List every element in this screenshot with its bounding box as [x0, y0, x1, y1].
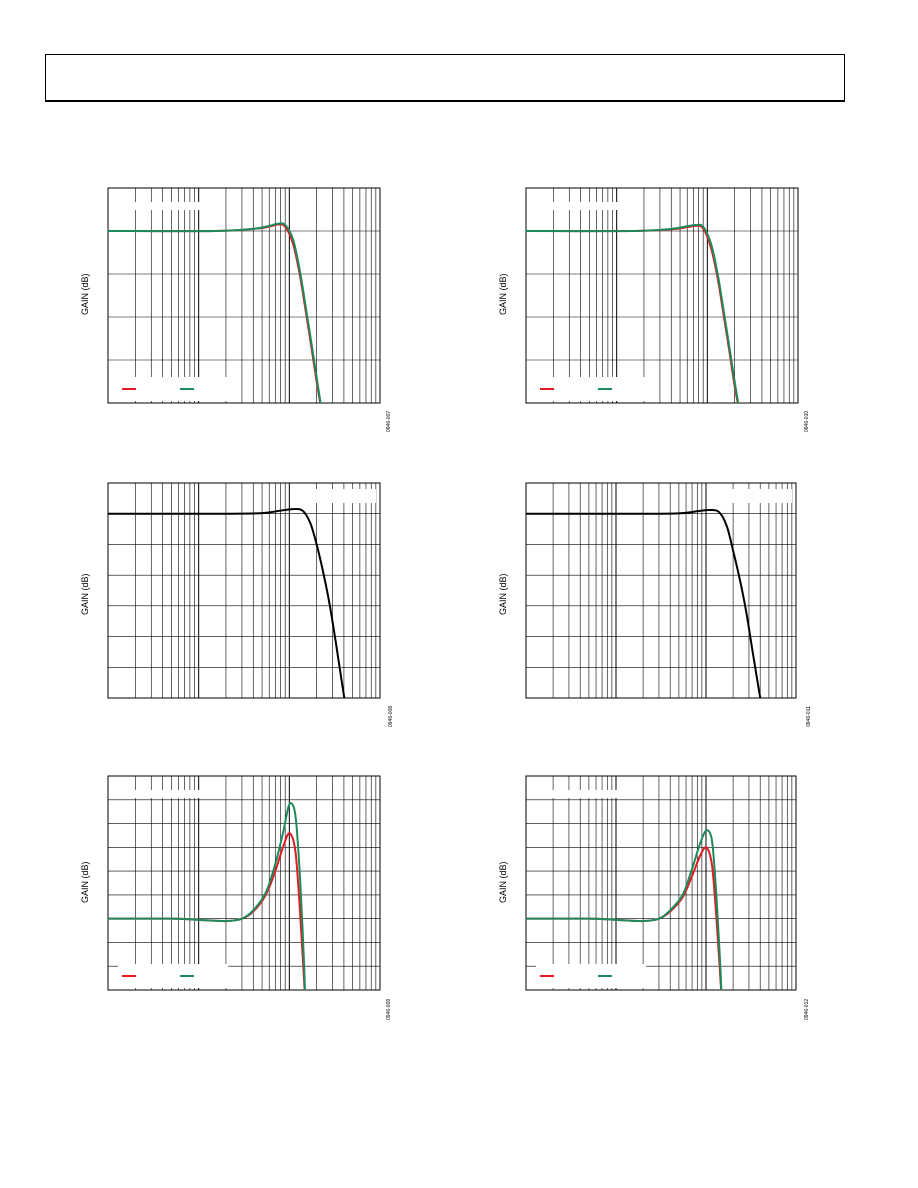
figure-id: 0946-010 [804, 410, 810, 432]
grid [526, 776, 796, 990]
chart-3-plot [107, 482, 381, 699]
series-line-green [526, 223, 740, 403]
plot-frame [107, 187, 381, 404]
series-line-green [108, 802, 306, 990]
figure-id: 0946-009 [386, 998, 392, 1020]
plot-frame [107, 482, 381, 699]
annotation-box [536, 790, 621, 798]
legend-box [536, 964, 646, 988]
legend-box [716, 489, 792, 503]
page-header-box [45, 54, 845, 102]
y-axis-label: GAIN (dB) [80, 573, 90, 615]
legend-box [536, 377, 646, 401]
annotation-box [536, 202, 621, 210]
chart-panel-6: GAIN (dB) 0946-012 [488, 768, 810, 1028]
chart-4-plot [525, 482, 797, 699]
figure-id: 0946-011 [806, 706, 812, 727]
plot-frame [525, 187, 799, 404]
figure-id: 0946-012 [804, 998, 810, 1020]
annotation-box [118, 202, 203, 210]
chart-panel-3: GAIN (dB) 0946-008 [70, 475, 394, 735]
chart-2-plot [525, 187, 799, 404]
grid [108, 776, 380, 990]
plot-frame [525, 482, 797, 699]
figure-id: 0946-008 [388, 705, 394, 727]
chart-panel-1: GAIN (dB) 0946-007 [70, 180, 392, 440]
chart-5-plot [107, 775, 381, 991]
legend-box [118, 377, 228, 401]
chart-panel-2: GAIN (dB) 0946-010 [488, 180, 810, 440]
grid [108, 483, 380, 698]
grid [526, 188, 798, 403]
y-axis-label: GAIN (dB) [498, 573, 508, 615]
annotation-box [118, 790, 203, 798]
series-line-green [108, 222, 322, 403]
figure-id: 0946-007 [386, 410, 392, 432]
plot-frame [525, 775, 797, 991]
series-line-green [526, 829, 723, 990]
chart-6-plot [525, 775, 797, 991]
series-line-black [108, 507, 346, 698]
chart-1-plot [107, 187, 381, 404]
y-axis-label: GAIN (dB) [80, 861, 90, 903]
y-axis-label: GAIN (dB) [80, 273, 90, 315]
y-axis-label: GAIN (dB) [498, 861, 508, 903]
chart-panel-5: GAIN (dB) 0946-009 [70, 768, 392, 1028]
series-line-black [526, 509, 762, 698]
grid [108, 188, 380, 403]
plot-frame [107, 775, 381, 991]
legend-box [300, 489, 376, 503]
chart-panel-4: GAIN (dB) 0946-011 [488, 475, 812, 735]
legend-box [118, 964, 228, 988]
y-axis-label: GAIN (dB) [498, 273, 508, 315]
